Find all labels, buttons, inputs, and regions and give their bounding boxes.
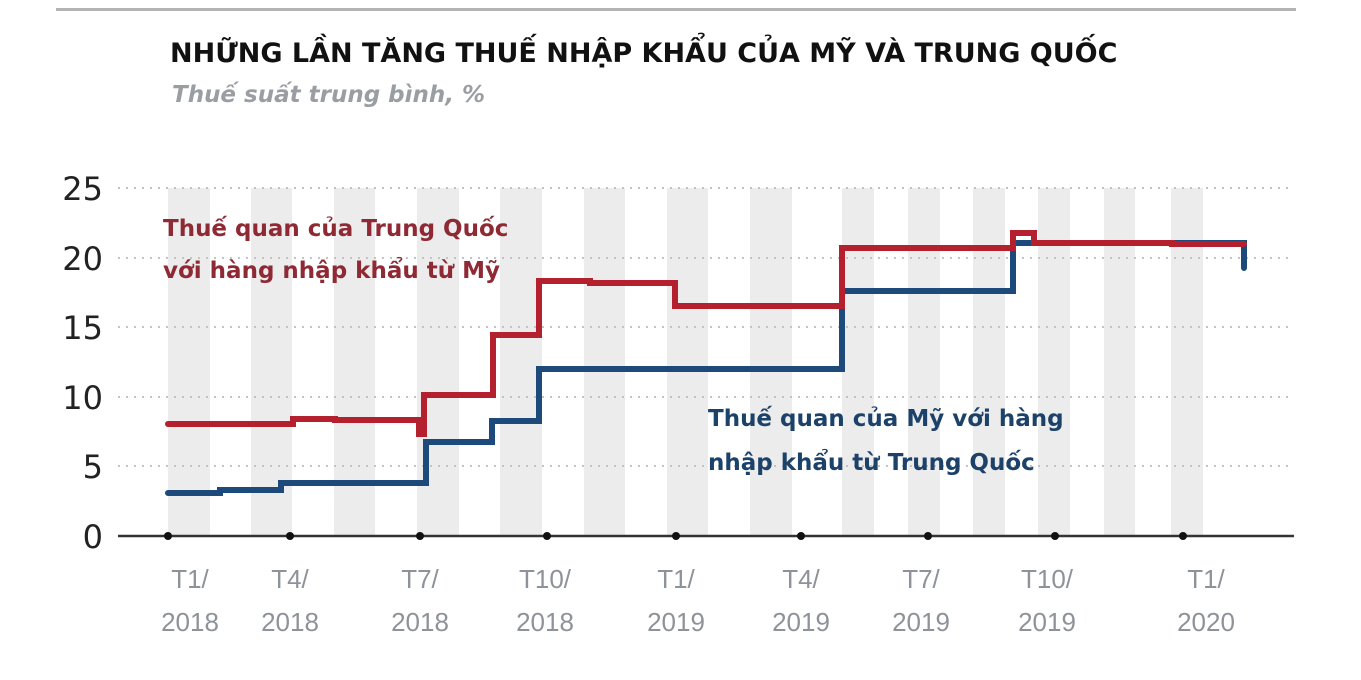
x-axis-labels: T1/ 2018 T4/ 2018 T7/ 2018 T10/ 2018 T1/… [161,564,1235,637]
x-tick-month: T1/ [1187,564,1225,594]
y-tick-5: 5 [83,448,103,486]
x-tick-year: 2019 [892,607,950,637]
top-rule [56,8,1296,11]
china-annotation-line-1: Thuế quan của Trung Quốc [163,216,509,242]
china-series-annotation: Thuế quan của Trung Quốc với hàng nhập k… [163,208,508,292]
us-series-annotation: Thuế quan của Mỹ với hàng nhập khẩu từ T… [708,397,1064,485]
x-tick-month: T1/ [171,564,209,594]
x-tick-year: 2019 [772,607,830,637]
x-tick-year: 2020 [1177,607,1235,637]
china-annotation-line-2: với hàng nhập khẩu từ Mỹ [163,258,500,284]
x-tick-year: 2018 [161,607,219,637]
y-tick-20: 20 [62,240,103,278]
y-tick-10: 10 [62,379,103,417]
x-tick-year: 2019 [647,607,705,637]
x-tick-month: T4/ [271,564,309,594]
us-annotation-line-2: nhập khẩu từ Trung Quốc [708,450,1035,476]
x-tick-year: 2018 [391,607,449,637]
x-tick-month: T7/ [902,564,940,594]
x-tick-year: 2018 [516,607,574,637]
chart-subtitle: Thuế suất trung bình, % [172,82,486,108]
x-axis-tick-dots [164,532,1187,540]
x-tick-month: T10/ [1021,564,1074,594]
x-tick-month: T10/ [519,564,572,594]
y-axis-labels: 25 20 15 10 5 0 [62,170,103,556]
background-bands [168,188,1203,536]
y-tick-0: 0 [83,518,103,556]
x-tick-year: 2018 [261,607,319,637]
x-tick-month: T4/ [782,564,820,594]
x-tick-year: 2019 [1018,607,1076,637]
chart-title: NHỮNG LẦN TĂNG THUẾ NHẬP KHẨU CỦA MỸ VÀ … [170,38,1118,69]
y-tick-25: 25 [62,170,103,208]
us-tariff-series-line [165,240,1247,496]
x-tick-month: T1/ [657,564,695,594]
x-tick-month: T7/ [401,564,439,594]
china-tariff-series-line [165,230,1247,437]
y-tick-15: 15 [62,309,103,347]
us-annotation-line-1: Thuế quan của Mỹ với hàng [708,406,1064,432]
